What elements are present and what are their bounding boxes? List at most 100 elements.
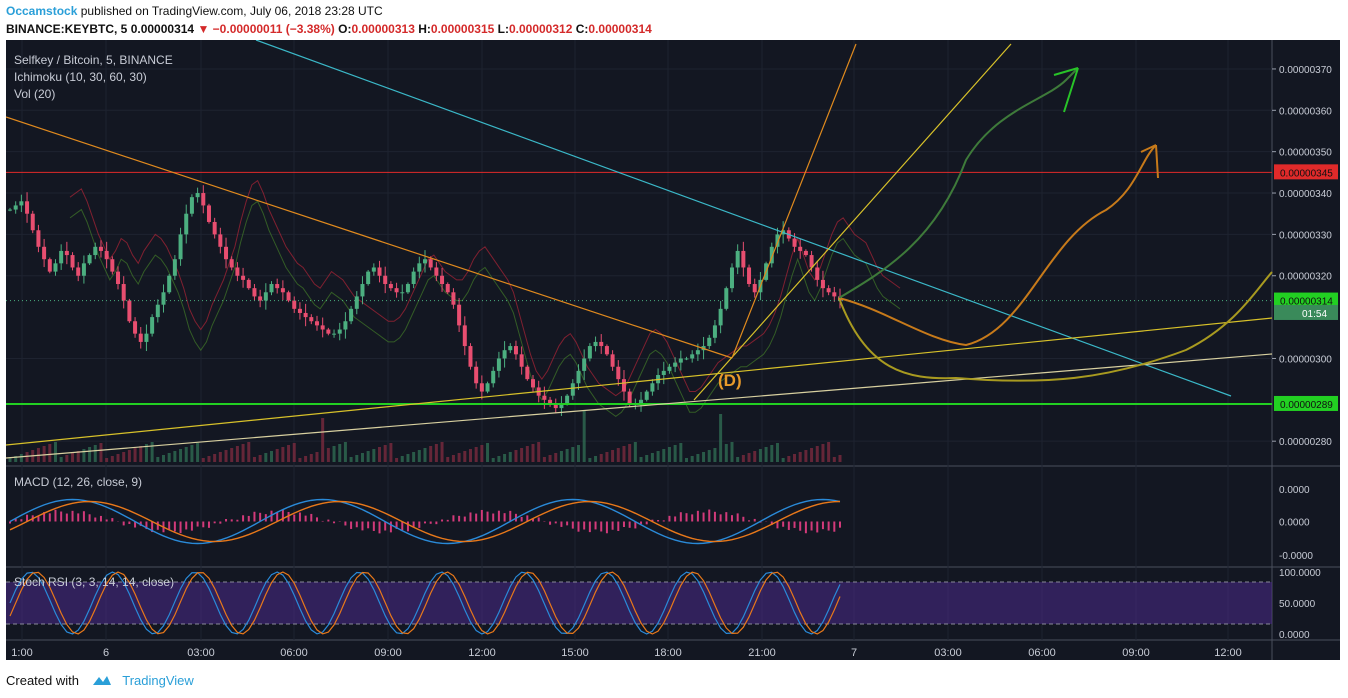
chart-area[interactable]: (D) 0.00000370 0.00000360 0.00000350 0.0000… — [6, 40, 1340, 660]
candle-body — [332, 333, 337, 335]
volume-bar — [378, 447, 382, 462]
stoch-d-line — [9, 571, 841, 635]
volume-bar — [395, 458, 399, 462]
macd-histogram-bar — [600, 521, 603, 532]
volume-bar — [673, 445, 677, 462]
volume-bar — [491, 458, 495, 462]
candle-body — [354, 296, 359, 309]
candle-body — [349, 308, 354, 322]
volume-bar — [235, 446, 239, 462]
macd-histogram-bar — [497, 510, 500, 522]
candle-body — [417, 263, 422, 272]
volume-bar — [542, 457, 546, 462]
x-tick-label: 03:00 — [187, 647, 215, 659]
ichimoku-span-a — [69, 179, 901, 397]
volume-bar — [667, 447, 671, 462]
candle-body — [468, 346, 473, 367]
macd-histogram-bar — [753, 518, 756, 522]
volume-bar — [804, 450, 808, 462]
candle-body — [309, 317, 314, 322]
macd-histogram-bar — [247, 515, 250, 522]
pattern-point-d: (D) — [718, 371, 742, 390]
candle-body — [87, 255, 92, 264]
volume-bar — [167, 453, 171, 462]
volume-bar — [190, 445, 194, 462]
price-label-box — [1274, 164, 1338, 180]
macd-histogram-bar — [26, 514, 29, 522]
x-tick-label: 18:00 — [654, 647, 682, 659]
x-tick-label: 6 — [103, 647, 109, 659]
candle-body — [212, 221, 217, 235]
macd-tick-label: 0.0000 — [1279, 518, 1310, 529]
candle-body — [184, 213, 189, 235]
volume-bar — [605, 452, 609, 462]
candle-body — [303, 312, 308, 318]
candle-body — [59, 250, 64, 264]
macd-histogram-bar — [9, 521, 11, 524]
macd-histogram-bar — [486, 511, 489, 522]
volume-bar — [281, 447, 285, 462]
projection-orange-arrow — [1140, 144, 1159, 179]
macd-line — [9, 498, 841, 545]
volume-bar — [42, 446, 46, 462]
volume-bar — [662, 449, 666, 462]
macd-histogram-bar — [236, 519, 239, 522]
candle-body — [258, 296, 263, 301]
candle-body — [377, 267, 382, 276]
volume-bar — [815, 446, 819, 462]
candle-body — [286, 292, 291, 301]
cyan-trendline — [255, 40, 1232, 397]
candle-body — [144, 333, 149, 342]
tradingview-link[interactable]: TradingView — [122, 673, 194, 688]
volume-bar — [412, 452, 416, 462]
candle-body — [815, 267, 820, 280]
close-value: 0.00000314 — [588, 22, 652, 36]
macd-histogram-bar — [702, 512, 705, 522]
volume-bar — [127, 450, 131, 462]
stoch-tick-label: 0.0000 — [1279, 630, 1310, 641]
candle-body — [189, 197, 194, 214]
volume-bar — [423, 448, 427, 462]
author-link[interactable]: Occamstock — [6, 4, 78, 18]
volume-bar — [531, 444, 535, 462]
volume-bar — [258, 455, 262, 462]
macd-histogram-bar — [406, 521, 409, 532]
macd-histogram-bar — [594, 521, 597, 530]
macd-histogram-bar — [60, 511, 63, 522]
macd-histogram-bar — [617, 521, 620, 532]
candle-body — [792, 238, 797, 247]
candle-body — [428, 259, 433, 268]
candle-body — [599, 341, 604, 347]
candle-body — [93, 246, 98, 256]
candle-body — [553, 403, 558, 409]
macd-histogram-bar — [446, 519, 449, 522]
candle-body — [519, 354, 524, 367]
chart-svg[interactable]: (D) 0.00000370 0.00000360 0.00000350 0.0000… — [6, 40, 1340, 660]
volume-bar — [201, 458, 205, 462]
open-label: O: — [338, 22, 352, 36]
volume-bar — [93, 445, 97, 462]
macd-histogram-bar — [389, 521, 392, 533]
volume-bar — [440, 442, 444, 462]
candle-body — [155, 304, 160, 318]
volume-bar — [827, 442, 831, 462]
orange-downtrend-line — [6, 116, 733, 359]
candle-body — [13, 205, 18, 210]
volume-bar — [741, 455, 745, 462]
macd-histogram-bar — [736, 513, 739, 522]
candle-body — [485, 383, 490, 392]
volume-bar — [656, 451, 660, 462]
macd-histogram-bar — [657, 520, 660, 522]
y-tick-label: 0.00000350 — [1279, 148, 1332, 159]
macd-histogram-bar — [429, 521, 432, 524]
candle-body — [593, 341, 598, 347]
volume-bar — [548, 455, 552, 462]
volume-bar — [321, 418, 325, 462]
volume-bar — [366, 451, 370, 462]
macd-histogram-bar — [327, 519, 330, 522]
volume-bar — [463, 451, 467, 462]
macd-histogram-bar — [190, 521, 193, 531]
macd-histogram-bar — [145, 521, 148, 530]
price-label-text: 01:54 — [1302, 309, 1327, 320]
candle-body — [25, 201, 30, 214]
